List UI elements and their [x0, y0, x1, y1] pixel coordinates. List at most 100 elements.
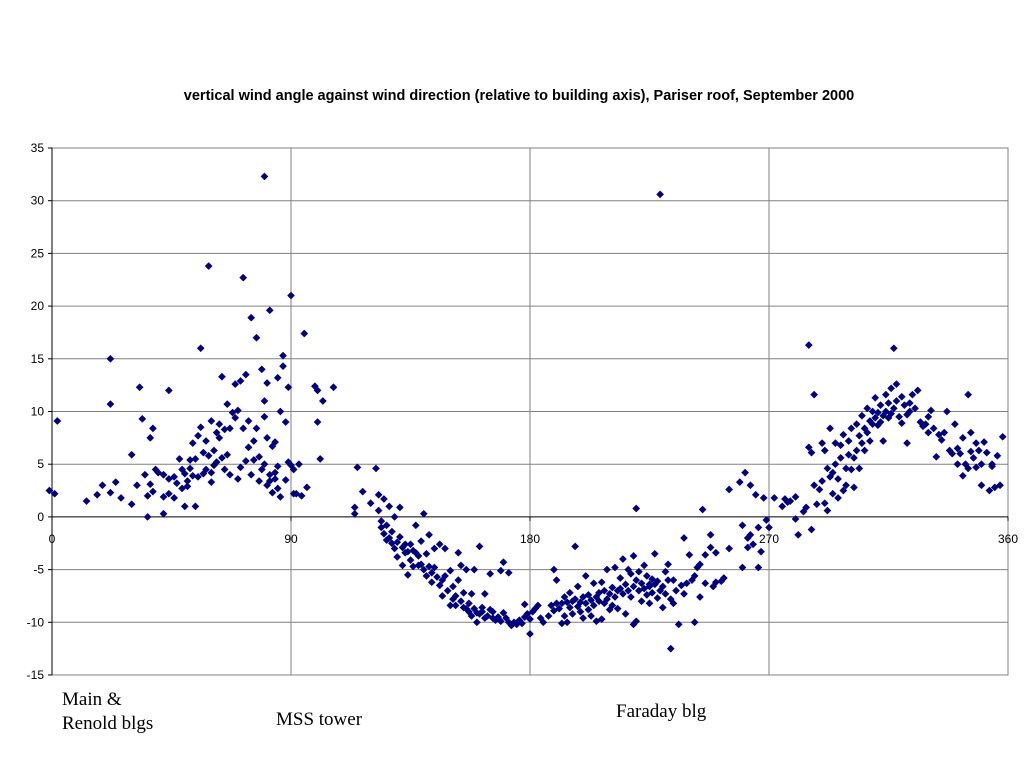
- data-point: [414, 551, 423, 560]
- data-point: [50, 489, 59, 498]
- data-point: [427, 568, 436, 577]
- data-point: [746, 530, 755, 539]
- data-point: [576, 607, 585, 616]
- data-point: [706, 530, 715, 539]
- data-point: [433, 573, 442, 581]
- data-point: [597, 578, 606, 587]
- data-point: [674, 620, 683, 629]
- data-point: [417, 560, 426, 569]
- data-point: [573, 582, 582, 591]
- data-point: [260, 460, 269, 469]
- data-points: [45, 172, 1007, 653]
- data-point: [661, 567, 670, 576]
- data-point: [265, 306, 274, 315]
- data-point: [382, 521, 391, 530]
- data-point: [584, 605, 593, 614]
- data-point: [948, 449, 957, 458]
- data-point: [565, 603, 574, 612]
- data-point: [430, 563, 439, 572]
- data-point: [393, 552, 402, 561]
- data-point: [626, 569, 635, 578]
- data-point: [595, 597, 603, 606]
- data-point: [443, 586, 452, 595]
- data-point: [379, 529, 388, 538]
- data-point: [645, 580, 654, 589]
- y-tick-label: 5: [37, 457, 44, 471]
- data-point: [738, 521, 747, 530]
- data-point: [950, 420, 959, 429]
- data-point: [106, 354, 115, 363]
- data-point: [271, 468, 280, 477]
- data-point: [462, 565, 471, 574]
- data-point: [210, 446, 218, 455]
- data-point: [988, 462, 997, 471]
- data-point: [696, 593, 704, 601]
- data-point: [135, 383, 144, 392]
- data-point: [411, 521, 420, 530]
- data-point: [701, 579, 710, 588]
- data-point: [159, 509, 168, 518]
- data-point: [244, 417, 253, 425]
- data-point: [868, 407, 877, 416]
- data-point: [956, 449, 965, 458]
- data-point: [658, 582, 667, 591]
- data-point: [239, 273, 248, 282]
- data-point: [478, 603, 487, 612]
- data-point: [616, 584, 625, 593]
- data-point: [940, 428, 949, 437]
- data-point: [581, 599, 590, 608]
- data-point: [273, 484, 282, 493]
- data-point: [804, 341, 813, 350]
- data-point: [993, 451, 1002, 460]
- data-point: [618, 589, 627, 598]
- data-point: [204, 451, 213, 460]
- data-point: [263, 433, 272, 442]
- data-point: [127, 450, 136, 459]
- data-point: [549, 565, 558, 574]
- data-point: [180, 469, 189, 478]
- data-point: [441, 544, 449, 553]
- data-point: [478, 607, 487, 616]
- data-point: [257, 365, 266, 374]
- data-point: [199, 448, 208, 457]
- data-point: [233, 475, 242, 483]
- data-point: [626, 593, 635, 601]
- data-point: [499, 558, 508, 567]
- data-point: [191, 502, 200, 511]
- data-point: [839, 486, 848, 495]
- data-point: [831, 460, 840, 469]
- data-point: [804, 443, 813, 452]
- data-point: [826, 424, 835, 433]
- data-point: [653, 577, 662, 586]
- data-point: [873, 408, 882, 417]
- y-tick-label: 30: [31, 194, 45, 208]
- data-point: [964, 464, 973, 473]
- data-point: [520, 600, 529, 609]
- data-point: [563, 618, 572, 627]
- data-point: [924, 428, 933, 437]
- data-point: [754, 563, 763, 572]
- data-point: [640, 561, 649, 570]
- data-point: [504, 568, 513, 577]
- data-point: [223, 400, 232, 409]
- data-point: [770, 493, 779, 502]
- data-point: [810, 390, 819, 399]
- data-point: [966, 447, 975, 456]
- data-point: [252, 333, 261, 342]
- data-point: [661, 589, 670, 598]
- data-point: [488, 607, 497, 616]
- data-point: [350, 509, 359, 518]
- data-point: [281, 418, 290, 426]
- data-point: [672, 586, 681, 595]
- data-point: [218, 453, 226, 462]
- data-point: [390, 512, 399, 521]
- data-point: [268, 488, 277, 497]
- data-point: [754, 523, 763, 532]
- data-point: [842, 481, 850, 490]
- data-point: [374, 506, 383, 515]
- data-point: [295, 460, 303, 469]
- data-point: [648, 588, 657, 597]
- data-point: [911, 404, 920, 413]
- data-point: [603, 565, 611, 574]
- data-point: [698, 505, 707, 514]
